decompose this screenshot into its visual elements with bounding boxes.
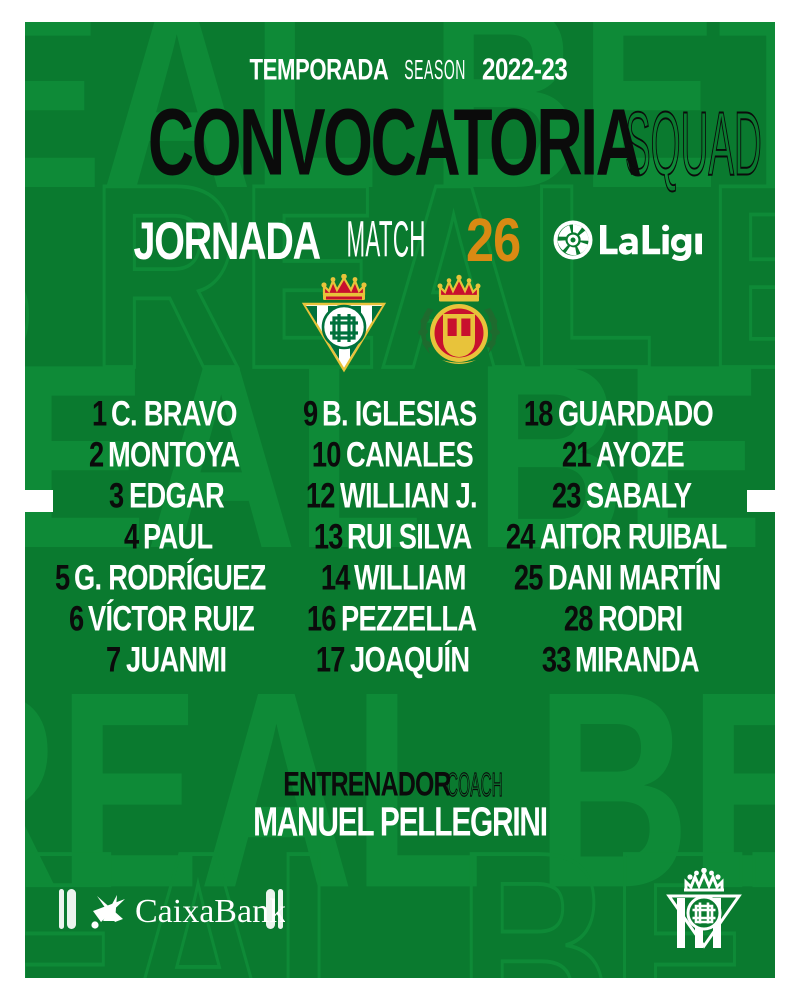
edge-notch-left xyxy=(25,490,53,512)
player-row: 21 AYOZE xyxy=(510,437,744,482)
player-number: 18 xyxy=(524,393,553,434)
coach-label-en: COACH xyxy=(447,765,503,803)
matchday-label-en: MATCH xyxy=(346,211,426,268)
player-row: 24 AITOR RUIBAL xyxy=(506,519,744,564)
player-name: MONTOYA xyxy=(107,434,240,475)
player-row: 9 B. IGLESIAS xyxy=(288,396,510,441)
coach-name: MANUEL PELLEGRINI xyxy=(253,798,548,845)
player-name: RODRI xyxy=(597,598,683,639)
player-row: 5 G. RODRÍGUEZ xyxy=(54,560,288,605)
player-number: 14 xyxy=(320,557,350,598)
crest-rcd-mallorca xyxy=(416,274,502,379)
laliga-logo xyxy=(552,219,703,261)
player-row: 23 SABALY xyxy=(510,478,744,523)
player-row: 10 CANALES xyxy=(288,437,510,482)
player-number: 1 xyxy=(91,393,107,434)
player-number: 33 xyxy=(541,639,571,680)
player-name: WILLIAM xyxy=(354,557,466,598)
coach-name-line: MANUEL PELLEGRINI xyxy=(25,798,775,845)
player-name: GUARDADO xyxy=(557,393,714,434)
player-number: 5 xyxy=(54,557,69,598)
player-row: 3 EDGAR xyxy=(56,478,288,523)
player-number: 13 xyxy=(313,516,342,557)
squad-column-2: 9 B. IGLESIAS 10 CANALES 12 WILLIAN J. 13 RU… xyxy=(288,396,510,687)
player-name: JUANMI xyxy=(125,639,227,680)
title-en: SQUAD LIST xyxy=(625,92,775,194)
player-row: 33 MIRANDA xyxy=(510,642,744,687)
poster-canvas: REAL BETI IS REAL BETIS REAL BE REAL BET… xyxy=(25,22,775,978)
player-name: MIRANDA xyxy=(575,639,700,680)
season-line: TEMPORADA SEASON 2022-23 xyxy=(25,52,775,87)
player-number: 7 xyxy=(106,639,121,680)
player-row: 4 PAUL xyxy=(56,519,288,564)
player-number: 3 xyxy=(109,475,124,516)
player-name: WILLIAN J. xyxy=(339,475,478,516)
caixabank-star-icon xyxy=(91,895,125,929)
player-row: 17 JOAQUÍN xyxy=(288,642,510,687)
player-row: 16 PEZZELLA xyxy=(288,601,510,646)
player-name: G. RODRÍGUEZ xyxy=(73,557,266,598)
player-number: 2 xyxy=(88,434,104,475)
player-row: 12 WILLIAN J. xyxy=(288,478,510,523)
edge-notch-right xyxy=(747,490,775,512)
coach-block: ENTRENADORCOACH MANUEL PELLEGRINI xyxy=(25,765,775,845)
player-number: 12 xyxy=(306,475,335,516)
player-name: C. BRAVO xyxy=(111,393,237,434)
title-es: CONVOCATORIA xyxy=(147,89,642,195)
season-label-es: TEMPORADA xyxy=(249,53,389,86)
season-years: 2022-23 xyxy=(482,52,568,87)
svg-text:CaixaBank: CaixaBank xyxy=(135,893,285,930)
player-row: 18 GUARDADO xyxy=(510,396,744,441)
player-row: 7 JUANMI xyxy=(56,642,288,687)
crests-row xyxy=(25,273,775,379)
player-number: 4 xyxy=(123,516,139,557)
player-number: 23 xyxy=(552,475,581,516)
player-number: 16 xyxy=(307,598,336,639)
crest-real-betis xyxy=(298,273,390,379)
player-row: 14 WILLIAM xyxy=(288,560,510,605)
player-number: 10 xyxy=(312,434,341,475)
player-name: VÍCTOR RUIZ xyxy=(88,598,255,639)
player-number: 21 xyxy=(562,434,591,475)
matchday-number: 26 xyxy=(465,204,521,275)
player-name: JOAQUÍN xyxy=(349,639,470,680)
player-name: RUI SILVA xyxy=(346,516,472,557)
poster-content: TEMPORADA SEASON 2022-23 CONVOCATORIASQUAD… xyxy=(25,22,775,978)
squad-column-1: 1 C. BRAVO 2 MONTOYA 3 EDGAR 4 PAUL 5 G. RODR… xyxy=(54,396,288,687)
player-row: 13 RUI SILVA xyxy=(288,519,510,564)
player-number: 24 xyxy=(506,516,535,557)
player-row: 1 C. BRAVO xyxy=(56,396,288,441)
player-number: 17 xyxy=(316,639,345,680)
season-label-en: SEASON xyxy=(404,53,466,86)
betis-crest-monochrome xyxy=(665,868,743,950)
player-row: 25 DANI MARTÍN xyxy=(510,560,744,605)
player-name: SABALY xyxy=(585,475,692,516)
coach-label-es: ENTRENADOR xyxy=(283,765,452,804)
squad-column-3: 18 GUARDADO 21 AYOZE 23 SABALY 24 AITOR RUIB… xyxy=(506,396,744,687)
player-name: PAUL xyxy=(143,516,213,557)
player-name: PEZZELLA xyxy=(340,598,477,639)
player-row: 2 MONTOYA xyxy=(56,437,288,482)
player-name: AYOZE xyxy=(595,434,685,475)
player-row: 28 RODRI xyxy=(510,601,744,646)
footer: CaixaBank xyxy=(25,868,775,950)
player-name: B. IGLESIAS xyxy=(321,393,477,434)
matchday-label-es: JORNADA xyxy=(133,210,321,270)
matchday-line: JORNADA MATCH 26 xyxy=(25,204,775,275)
coach-label-line: ENTRENADORCOACH xyxy=(25,765,775,804)
player-name: EDGAR xyxy=(128,475,225,516)
player-name: DANI MARTÍN xyxy=(547,557,721,598)
player-number: 25 xyxy=(514,557,543,598)
player-name: CANALES xyxy=(345,434,474,475)
caixabank-logo: CaixaBank xyxy=(57,881,285,937)
page-title: CONVOCATORIASQUAD LIST xyxy=(25,95,775,190)
player-number: 28 xyxy=(564,598,593,639)
squad-list: 1 C. BRAVO 2 MONTOYA 3 EDGAR 4 PAUL 5 G. RODR… xyxy=(25,396,775,687)
player-name: AITOR RUIBAL xyxy=(539,516,727,557)
player-row: 6 VÍCTOR RUIZ xyxy=(56,601,288,646)
player-number: 6 xyxy=(68,598,84,639)
player-number: 9 xyxy=(302,393,318,434)
